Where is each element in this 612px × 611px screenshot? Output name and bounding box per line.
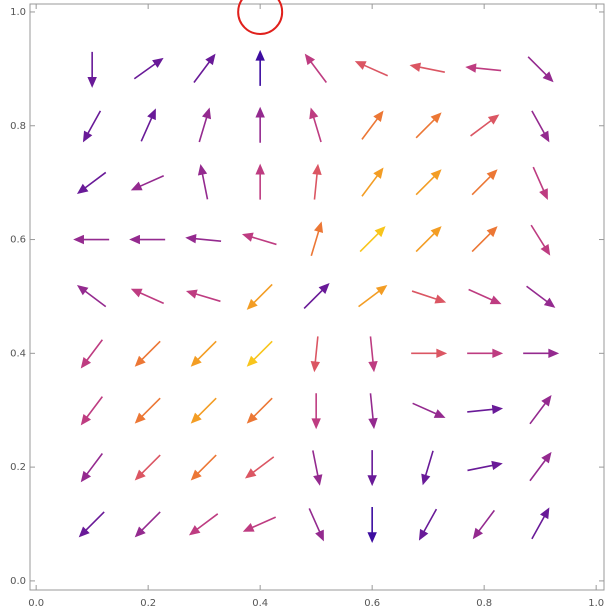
- x-tick-label: 0.2: [140, 598, 156, 609]
- vector-arrow: [197, 164, 209, 200]
- plot-frame: [29, 3, 605, 591]
- vector-arrow: [368, 336, 378, 373]
- vector-arrow: [531, 110, 550, 143]
- vector-arrow: [82, 110, 102, 143]
- vector-arrow: [76, 285, 107, 308]
- vector-arrow: [190, 454, 217, 481]
- vector-arrow: [312, 450, 323, 486]
- vector-arrow: [411, 348, 448, 359]
- vector-arrow: [246, 397, 273, 424]
- vector-arrow: [241, 232, 277, 246]
- vector-arrow: [255, 163, 265, 200]
- vector-arrow: [409, 62, 445, 73]
- vector-arrow: [308, 508, 324, 542]
- vector-arrow: [80, 339, 103, 369]
- vector-arrow: [421, 450, 434, 486]
- vector-arrow: [472, 509, 495, 540]
- y-tick-label: 0.4: [10, 348, 26, 359]
- vector-arrow: [361, 167, 384, 197]
- vector-arrow: [418, 508, 438, 541]
- vector-arrow: [303, 282, 330, 310]
- vector-arrow: [358, 285, 388, 308]
- y-tick-label: 0.0: [10, 576, 26, 587]
- vector-arrow: [255, 49, 265, 86]
- x-tick-label: 0.6: [364, 598, 380, 609]
- vector-arrow: [529, 395, 552, 425]
- vector-arrow: [415, 169, 442, 196]
- vector-arrow: [80, 453, 103, 483]
- y-tick-label: 0.6: [10, 235, 26, 246]
- vector-arrow: [412, 402, 446, 418]
- vector-arrow: [467, 404, 504, 415]
- vector-arrow: [415, 226, 442, 253]
- vector-arrow: [529, 451, 552, 482]
- x-tick-label: 0.8: [476, 598, 492, 609]
- vector-arrow: [87, 51, 97, 88]
- vector-arrow: [133, 57, 164, 80]
- vector-arrow: [411, 290, 447, 304]
- vector-arrow: [354, 61, 389, 77]
- vector-arrow: [80, 396, 103, 426]
- vector-arrow: [471, 169, 498, 196]
- vector-arrow: [526, 285, 556, 308]
- vector-arrow: [415, 112, 442, 139]
- vector-arrow: [134, 397, 161, 424]
- vector-arrow: [244, 456, 275, 479]
- vector-arrow: [359, 226, 386, 253]
- vector-arrow: [130, 175, 165, 191]
- y-tick-label: 0.8: [10, 121, 26, 132]
- vector-arrow: [76, 171, 107, 195]
- vector-arrow: [73, 234, 110, 245]
- vector-arrow: [312, 163, 322, 200]
- vector-arrow: [198, 107, 212, 143]
- vector-arrow: [134, 511, 161, 538]
- vector-arrow: [304, 53, 327, 83]
- vector-arrow: [368, 393, 378, 430]
- x-tick-label: 0.4: [252, 598, 268, 609]
- vector-arrow: [367, 450, 377, 487]
- vector-arrow: [190, 340, 217, 367]
- vector-arrow: [311, 393, 321, 430]
- vector-arrow: [190, 397, 217, 424]
- vector-arrow: [530, 224, 551, 256]
- y-tick-label: 0.2: [10, 462, 26, 473]
- vector-arrow: [468, 288, 502, 305]
- vector-arrow: [531, 507, 550, 540]
- vector-arrow: [185, 234, 222, 244]
- highlight-circle: [237, 0, 284, 35]
- vector-arrow: [140, 108, 156, 142]
- vector-arrow: [310, 221, 324, 257]
- vector-arrow: [242, 516, 277, 532]
- vector-arrow: [465, 63, 502, 73]
- vector-arrow: [527, 56, 554, 83]
- x-tick-label: 0.0: [28, 598, 44, 609]
- vector-arrow: [188, 513, 219, 536]
- vector-arrow: [255, 106, 265, 143]
- vector-arrow: [310, 336, 321, 373]
- vector-arrow: [309, 107, 322, 143]
- vector-arrow: [367, 507, 377, 543]
- vector-arrow: [471, 226, 498, 253]
- vector-arrow: [470, 114, 500, 137]
- vector-arrow: [134, 454, 161, 481]
- vector-arrow: [467, 348, 504, 359]
- vector-arrow: [523, 348, 560, 359]
- vector-arrow: [185, 289, 221, 303]
- x-tick-label: 1.0: [588, 598, 604, 609]
- vector-arrow: [130, 288, 165, 305]
- y-tick-label: 1.0: [10, 7, 26, 18]
- vector-arrow: [246, 283, 273, 310]
- vector-arrow: [193, 53, 216, 83]
- vector-arrow: [246, 340, 273, 367]
- vector-arrow: [134, 340, 161, 367]
- vector-arrow: [78, 511, 105, 538]
- vector-arrow: [532, 166, 548, 201]
- vector-arrow: [361, 110, 384, 140]
- vector-arrow: [129, 234, 166, 245]
- vector-arrow: [467, 460, 503, 472]
